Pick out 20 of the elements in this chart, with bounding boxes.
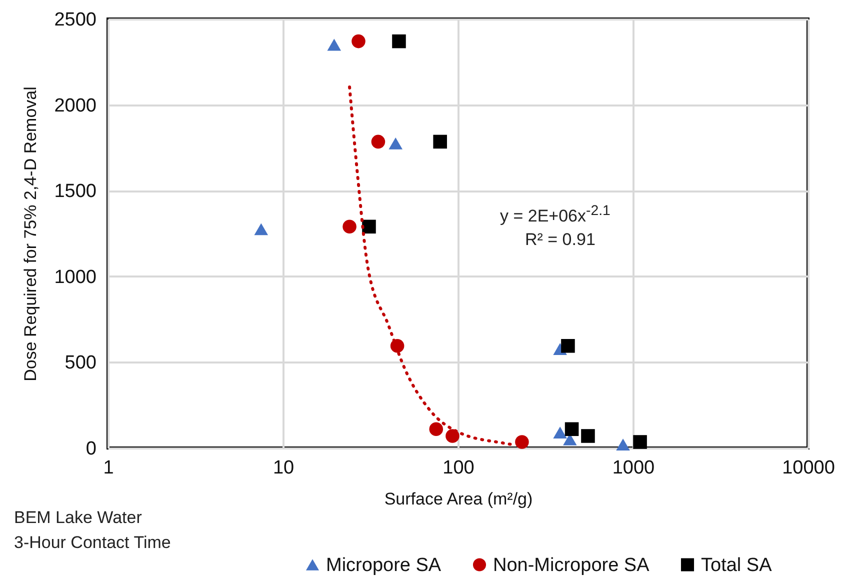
y-tick-label: 1500 [54,181,96,202]
x-tick-label: 1 [103,458,114,478]
x-tick-label: 10 [272,458,294,478]
legend-label: Total SA [701,554,772,576]
annotation: y = 2E+06x$^{-2.1}$ [500,203,610,227]
x-tick-label: 100 [442,458,474,478]
y-tick-label: 0 [86,438,96,460]
y-tick-label: 500 [64,352,96,374]
legend-label: Non-Micropore SA [493,554,650,576]
x-tick-label: 1000 [612,458,655,478]
x-tick-label: 10000 [782,458,835,478]
y-tick-label: 2500 [54,10,96,30]
text: 3-Hour Contact Time [14,533,171,553]
y-tick-label: 1000 [54,266,96,288]
y-axis-title: Dose Required for 75% 2,4-D Removal [21,86,40,382]
x-axis-title: Surface Area (m²/g) [384,490,533,508]
annotation: R² = 0.91 [525,230,596,250]
legend-label: Micropore SA [326,554,442,576]
text: BEM Lake Water [14,508,142,528]
y-tick-label: 2000 [54,95,96,116]
